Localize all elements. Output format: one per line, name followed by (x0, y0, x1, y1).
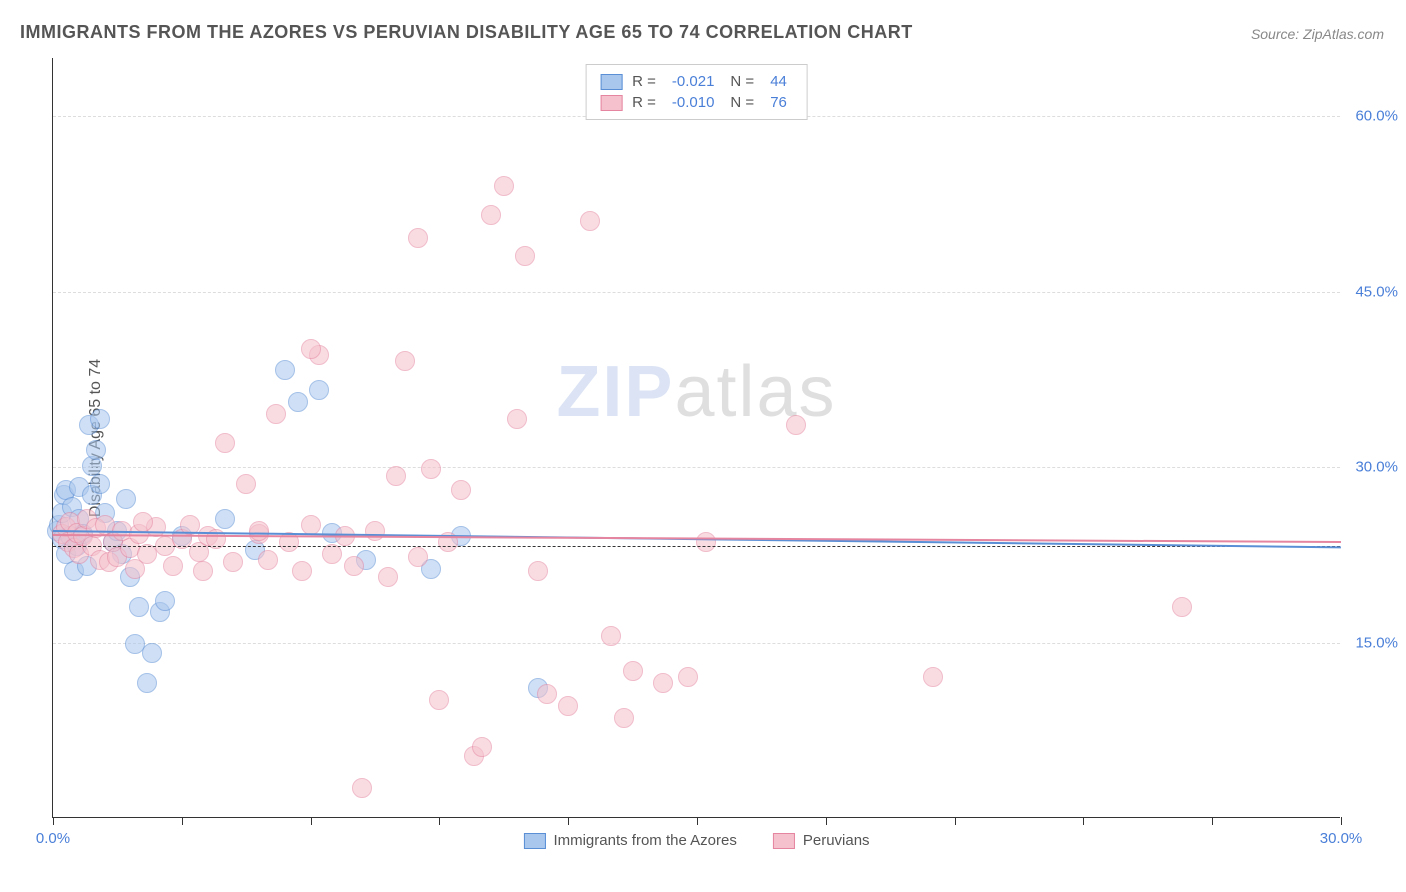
n-label: N = (730, 94, 754, 111)
scatter-point (90, 409, 110, 429)
scatter-point (163, 556, 183, 576)
scatter-point (408, 547, 428, 567)
r-value-azores: -0.021 (672, 73, 715, 90)
scatter-point (601, 626, 621, 646)
n-label: N = (730, 73, 754, 90)
scatter-point (288, 392, 308, 412)
y-tick-label: 60.0% (1355, 108, 1398, 125)
scatter-point (352, 778, 372, 798)
x-tick (53, 817, 54, 825)
scatter-point (301, 515, 321, 535)
legend-label-azores: Immigrants from the Azores (553, 832, 736, 849)
x-tick (697, 817, 698, 825)
scatter-point (86, 440, 106, 460)
r-value-peruvians: -0.010 (672, 94, 715, 111)
scatter-point (90, 474, 110, 494)
scatter-point (580, 211, 600, 231)
scatter-point (322, 544, 342, 564)
r-label: R = (632, 73, 656, 90)
scatter-point (301, 339, 321, 359)
n-value-peruvians: 76 (770, 94, 787, 111)
swatch-azores (600, 74, 622, 90)
scatter-point (507, 409, 527, 429)
scatter-point (275, 360, 295, 380)
scatter-point (408, 228, 428, 248)
scatter-point (292, 561, 312, 581)
scatter-point (515, 246, 535, 266)
scatter-point (249, 521, 269, 541)
scatter-point (395, 351, 415, 371)
swatch-peruvians (600, 95, 622, 111)
legend-label-peruvians: Peruvians (803, 832, 870, 849)
scatter-point (1172, 597, 1192, 617)
swatch-peruvians (773, 833, 795, 849)
scatter-point (537, 684, 557, 704)
n-value-azores: 44 (770, 73, 787, 90)
x-tick (1341, 817, 1342, 825)
scatter-point (429, 690, 449, 710)
scatter-point (129, 597, 149, 617)
watermark-bold: ZIP (556, 352, 674, 432)
scatter-point (786, 415, 806, 435)
x-tick (182, 817, 183, 825)
r-label: R = (632, 94, 656, 111)
x-tick (568, 817, 569, 825)
scatter-point (142, 643, 162, 663)
scatter-point (923, 667, 943, 687)
gridline (53, 643, 1340, 644)
x-tick-label: 0.0% (36, 830, 70, 847)
legend-row-azores: R = -0.021 N = 44 (600, 71, 793, 92)
source-attribution: Source: ZipAtlas.com (1251, 26, 1384, 42)
legend-item-peruvians: Peruvians (773, 832, 870, 849)
gridline (53, 467, 1340, 468)
series-legend: Immigrants from the Azores Peruvians (523, 832, 869, 849)
gridline (53, 292, 1340, 293)
scatter-point (116, 489, 136, 509)
correlation-legend: R = -0.021 N = 44 R = -0.010 N = 76 (585, 64, 808, 120)
scatter-point (215, 509, 235, 529)
scatter-point (309, 380, 329, 400)
watermark-rest: atlas (674, 352, 836, 432)
y-tick-label: 30.0% (1355, 459, 1398, 476)
scatter-point (451, 480, 471, 500)
x-tick (826, 817, 827, 825)
x-tick (955, 817, 956, 825)
scatter-point (558, 696, 578, 716)
legend-item-azores: Immigrants from the Azores (523, 832, 736, 849)
scatter-point (133, 512, 153, 532)
y-tick-label: 45.0% (1355, 283, 1398, 300)
scatter-point (481, 205, 501, 225)
scatter-point (215, 433, 235, 453)
scatter-point (258, 550, 278, 570)
x-tick (439, 817, 440, 825)
scatter-point (137, 673, 157, 693)
scatter-point (653, 673, 673, 693)
scatter-point (155, 591, 175, 611)
swatch-azores (523, 833, 545, 849)
scatter-point (223, 552, 243, 572)
legend-row-peruvians: R = -0.010 N = 76 (600, 92, 793, 113)
scatter-point (378, 567, 398, 587)
chart-plot-area: Disability Age 65 to 74 ZIPatlas R = -0.… (52, 58, 1340, 818)
scatter-point (696, 532, 716, 552)
scatter-point (472, 737, 492, 757)
x-tick (311, 817, 312, 825)
scatter-point (623, 661, 643, 681)
scatter-point (678, 667, 698, 687)
x-tick (1212, 817, 1213, 825)
chart-title: IMMIGRANTS FROM THE AZORES VS PERUVIAN D… (20, 22, 913, 43)
scatter-point (528, 561, 548, 581)
scatter-point (344, 556, 364, 576)
scatter-point (614, 708, 634, 728)
scatter-point (236, 474, 256, 494)
scatter-point (266, 404, 286, 424)
x-tick (1083, 817, 1084, 825)
scatter-point (193, 561, 213, 581)
scatter-point (494, 176, 514, 196)
scatter-point (421, 459, 441, 479)
scatter-point (386, 466, 406, 486)
x-tick-label: 30.0% (1320, 830, 1363, 847)
y-tick-label: 15.0% (1355, 634, 1398, 651)
